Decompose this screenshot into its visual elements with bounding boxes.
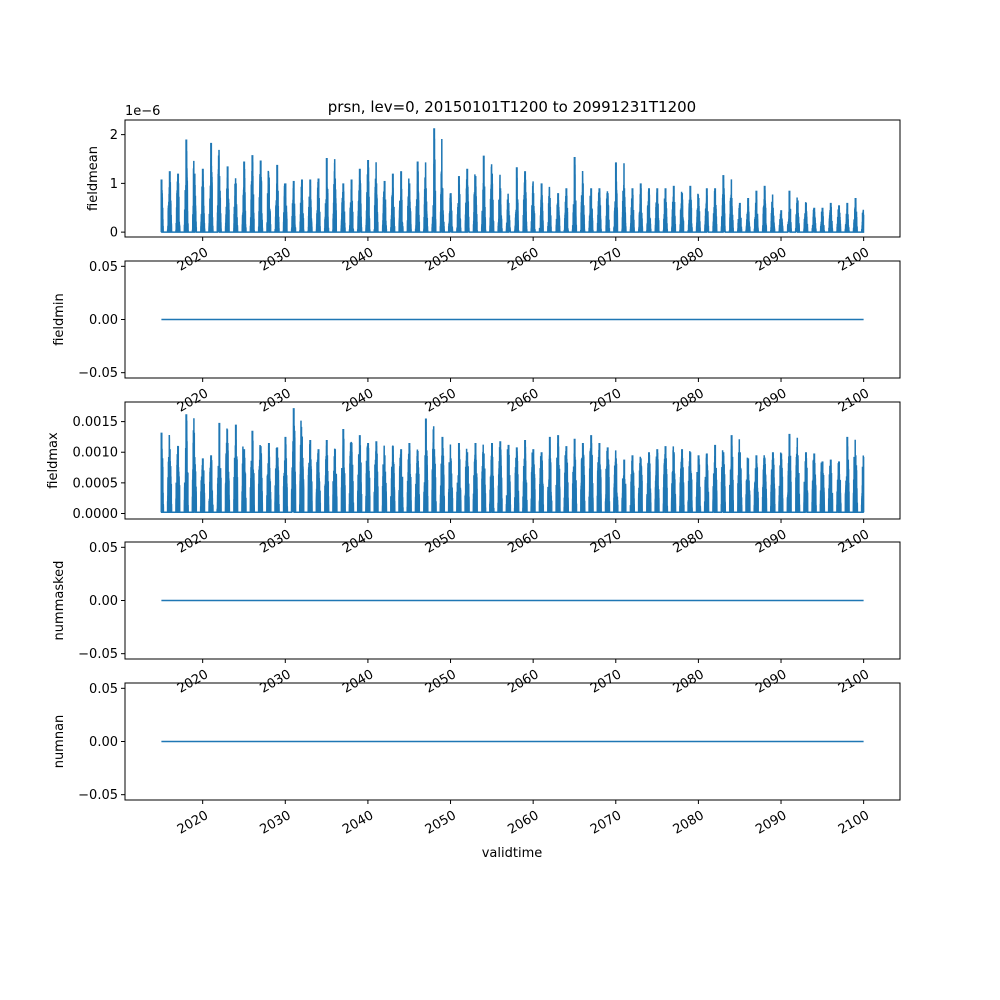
y-axis-label: fieldmax [46, 432, 61, 489]
y-tick-label: −0.05 [78, 647, 118, 662]
y-tick-label: 0.00 [89, 735, 118, 750]
y-tick-label: 0.0005 [73, 476, 119, 491]
y-axis-label: numnan [52, 715, 67, 769]
y-axis-label: fieldmean [86, 146, 101, 211]
y-tick-label: 0.05 [89, 541, 118, 556]
y-tick-label: 0.0010 [73, 446, 119, 461]
offset-label: 1e−6 [125, 104, 160, 119]
y-tick-label: 0.00 [89, 594, 118, 609]
y-tick-label: −0.05 [78, 788, 118, 803]
y-tick-label: 2 [110, 128, 118, 143]
y-tick-label: 0.05 [89, 260, 118, 275]
figure-title: prsn, lev=0, 20150101T1200 to 20991231T1… [328, 98, 696, 116]
y-axis-label: nummasked [52, 561, 67, 641]
y-tick-label: 0.0000 [73, 507, 119, 522]
y-tick-label: 0 [110, 226, 118, 241]
y-tick-label: 0.0015 [73, 415, 119, 430]
x-axis-label: validtime [482, 846, 543, 861]
y-axis-label: fieldmin [52, 293, 67, 346]
y-tick-label: 0.00 [89, 313, 118, 328]
y-tick-label: −0.05 [78, 366, 118, 381]
axes-frame [124, 119, 901, 238]
y-tick-label: 0.05 [89, 682, 118, 697]
y-tick-label: 1 [110, 177, 118, 192]
axes-frame [124, 401, 901, 520]
